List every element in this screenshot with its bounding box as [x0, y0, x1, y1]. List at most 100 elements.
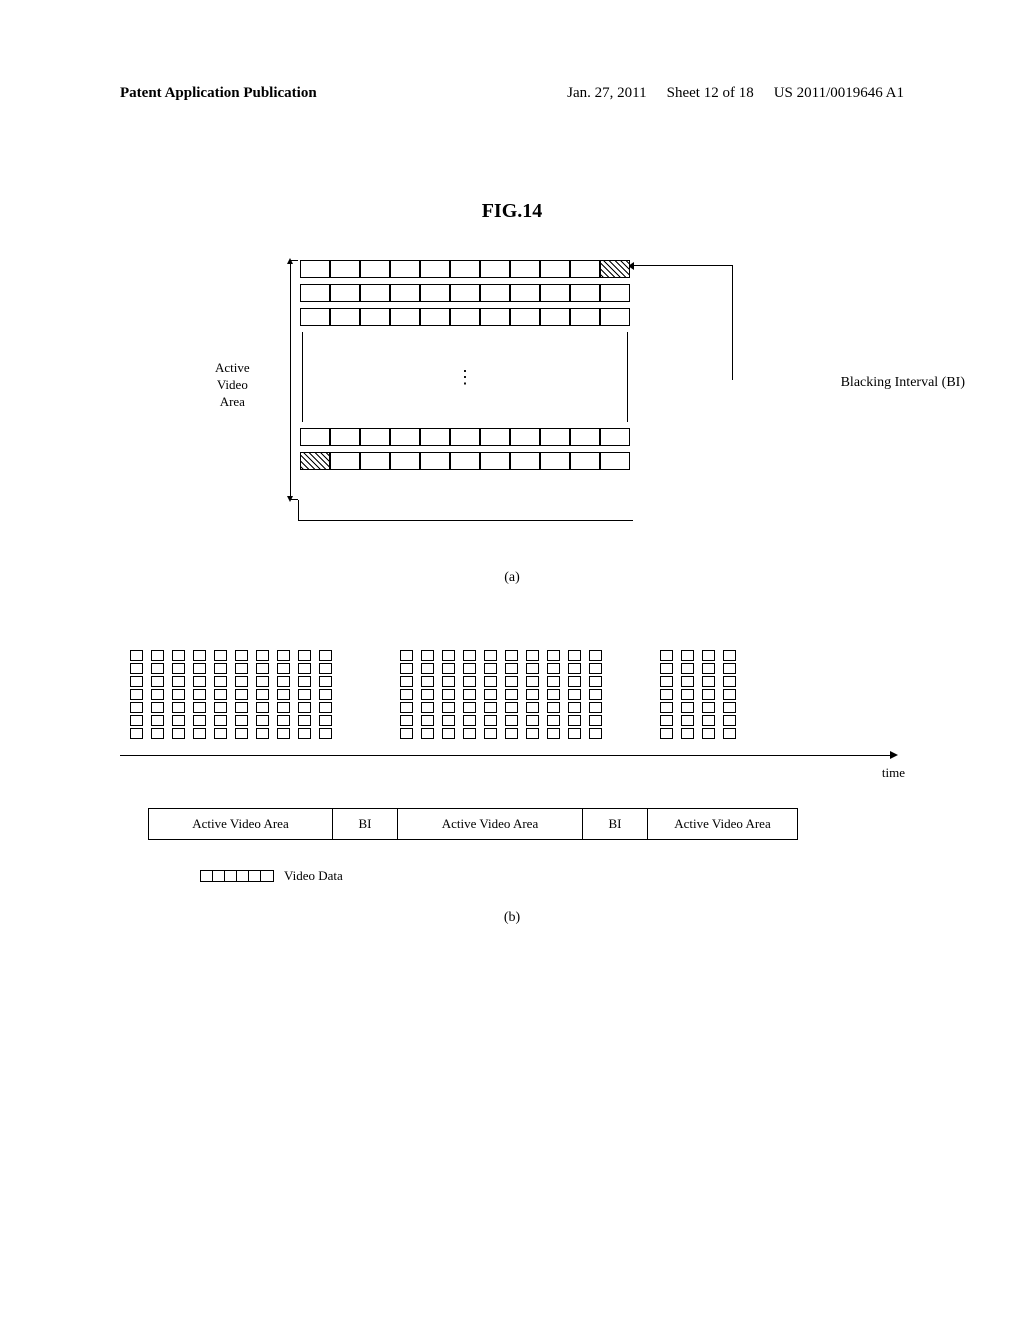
cell [420, 284, 450, 302]
v-cell [589, 715, 602, 726]
v-cell [723, 715, 736, 726]
legend-swatch [200, 870, 274, 882]
v-cell [702, 663, 715, 674]
v-cell [723, 650, 736, 661]
page-header: Patent Application Publication Jan. 27, … [0, 85, 1024, 102]
cell [330, 428, 360, 446]
cell [600, 428, 630, 446]
blanking-interval-label: Blacking Interval (BI) [841, 375, 965, 391]
v-cell [568, 663, 581, 674]
header-date: Jan. 27, 2011 [567, 85, 646, 102]
v-cell [151, 650, 164, 661]
v-cell [214, 689, 227, 700]
v-cell [442, 728, 455, 739]
v-cell [151, 689, 164, 700]
cell [600, 452, 630, 470]
v-cell [505, 676, 518, 687]
v-cell [505, 728, 518, 739]
cell-row [300, 428, 630, 446]
cell-row [300, 452, 630, 470]
cell [420, 452, 450, 470]
cell [360, 260, 390, 278]
v-cell [723, 728, 736, 739]
v-cell [319, 728, 332, 739]
middle-ellipsis: ⋮ [302, 332, 628, 422]
column-group [130, 650, 332, 739]
cell [510, 284, 540, 302]
v-column [723, 650, 736, 739]
legend-cell [261, 871, 273, 881]
cell [330, 308, 360, 326]
v-cell [723, 689, 736, 700]
v-cell [421, 663, 434, 674]
cell [480, 260, 510, 278]
axis-bottom [298, 520, 633, 521]
v-cell [681, 715, 694, 726]
v-cell [235, 728, 248, 739]
figure-title: FIG.14 [482, 200, 543, 223]
cell [570, 428, 600, 446]
v-cell [172, 702, 185, 713]
v-cell [702, 702, 715, 713]
v-column [463, 650, 476, 739]
v-cell [319, 702, 332, 713]
v-cell [505, 663, 518, 674]
cell [480, 308, 510, 326]
cell [480, 284, 510, 302]
v-cell [660, 676, 673, 687]
v-cell [298, 676, 311, 687]
v-cell [235, 663, 248, 674]
cell [510, 428, 540, 446]
column-group [400, 650, 602, 739]
header-sheet: Sheet 12 of 18 [667, 85, 754, 102]
v-cell [681, 702, 694, 713]
v-cell [400, 728, 413, 739]
v-cell [277, 702, 290, 713]
cell [480, 452, 510, 470]
cell [480, 428, 510, 446]
cell [360, 452, 390, 470]
v-cell [400, 663, 413, 674]
v-column [277, 650, 290, 739]
v-cell [319, 650, 332, 661]
subfig-a-label: (a) [504, 570, 520, 586]
column-gap [602, 650, 660, 739]
v-cell [277, 715, 290, 726]
video-rows-container: ⋮ [300, 260, 630, 476]
v-column [214, 650, 227, 739]
v-cell [505, 702, 518, 713]
v-cell [172, 650, 185, 661]
v-cell [484, 702, 497, 713]
v-cell [235, 715, 248, 726]
v-cell [400, 702, 413, 713]
v-cell [214, 650, 227, 661]
cell [390, 284, 420, 302]
v-cell [723, 663, 736, 674]
v-cell [130, 663, 143, 674]
v-cell [298, 715, 311, 726]
v-cell [172, 663, 185, 674]
v-cell [681, 689, 694, 700]
v-column [421, 650, 434, 739]
v-cell [568, 702, 581, 713]
v-cell [589, 663, 602, 674]
seq-box-active: Active Video Area [648, 808, 798, 840]
subfig-b-label: (b) [504, 910, 520, 926]
v-cell [442, 702, 455, 713]
v-cell [568, 650, 581, 661]
v-column [568, 650, 581, 739]
cell [540, 428, 570, 446]
v-cell [319, 676, 332, 687]
header-right: Jan. 27, 2011 Sheet 12 of 18 US 2011/001… [567, 85, 904, 102]
v-cell [421, 650, 434, 661]
v-cell [547, 715, 560, 726]
v-cell [547, 689, 560, 700]
v-column [702, 650, 715, 739]
seq-box-active: Active Video Area [148, 808, 333, 840]
v-cell [547, 702, 560, 713]
v-cell [256, 689, 269, 700]
v-cell [660, 663, 673, 674]
v-cell [130, 715, 143, 726]
cell [360, 428, 390, 446]
cell [420, 428, 450, 446]
